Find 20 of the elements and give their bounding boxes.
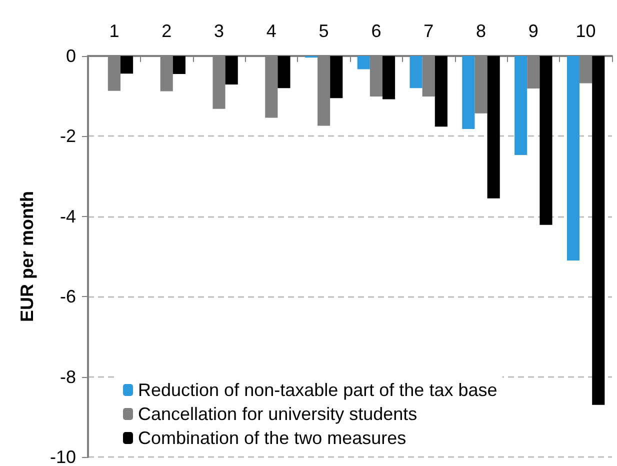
- y-tick-label: -4: [60, 206, 76, 226]
- x-tick-label: 9: [528, 21, 538, 41]
- legend-label: Cancellation for university students: [138, 404, 418, 424]
- x-tick-label: 7: [424, 21, 434, 41]
- x-tick-label: 5: [318, 21, 329, 41]
- x-tick-label: 1: [109, 21, 120, 41]
- legend-label: Combination of the two measures: [138, 428, 406, 448]
- x-tick-label: 2: [162, 21, 172, 41]
- y-tick-label: -10: [50, 447, 76, 466]
- x-tick-label: 4: [266, 21, 276, 41]
- x-tick-label: 6: [371, 21, 382, 41]
- y-tick-label: 0: [66, 46, 76, 66]
- x-tick-label: 10: [576, 21, 596, 41]
- y-tick-label: -2: [60, 126, 76, 146]
- legend-label: Reduction of non-taxable part of the tax base: [138, 380, 498, 400]
- x-tick-label: 8: [476, 21, 486, 41]
- y-tick-label: -6: [60, 286, 76, 307]
- x-tick-label: 3: [214, 21, 224, 41]
- y-axis-title: EUR per month: [17, 190, 37, 322]
- y-tick-label: -8: [60, 366, 76, 387]
